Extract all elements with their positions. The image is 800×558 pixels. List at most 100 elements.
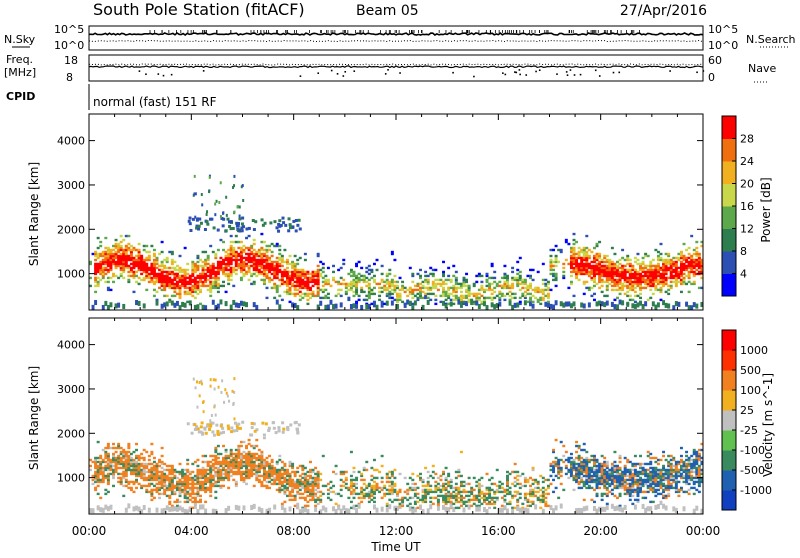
heatmap-cell <box>570 303 573 308</box>
heatmap-cell <box>378 287 381 289</box>
heatmap-cell <box>163 473 166 475</box>
heatmap-cell <box>583 303 586 308</box>
freq-outlier <box>539 69 541 71</box>
heatmap-cell <box>601 291 604 293</box>
heatmap-cell <box>176 481 179 483</box>
heatmap-cell <box>414 289 417 291</box>
heatmap-cell <box>232 267 235 269</box>
heatmap-cell <box>388 504 391 509</box>
heatmap-cell <box>560 301 563 306</box>
heatmap-cell <box>127 235 130 237</box>
heatmap-cell <box>194 504 197 509</box>
heatmap-cell <box>242 184 244 187</box>
heatmap-cell <box>621 249 624 251</box>
heatmap-cell <box>258 463 261 465</box>
heatmap-cell <box>125 485 128 487</box>
heatmap-cell <box>179 463 182 465</box>
heatmap-cell <box>626 255 629 257</box>
heatmap-cell <box>166 301 169 306</box>
heatmap-cell <box>150 245 153 247</box>
heatmap-cell <box>460 283 463 285</box>
heatmap-cell <box>493 277 496 279</box>
heatmap-cell <box>276 461 279 463</box>
heatmap-cell <box>269 221 272 224</box>
freq-outlier <box>163 75 165 77</box>
heatmap-cell <box>596 243 599 245</box>
heatmap-cell <box>217 277 220 279</box>
heatmap-cell <box>262 224 265 227</box>
heatmap-cell <box>457 487 460 489</box>
heatmap-cell <box>496 489 499 491</box>
heatmap-cell <box>468 477 471 479</box>
heatmap-cell <box>196 501 199 503</box>
heatmap-cell <box>565 473 568 475</box>
heatmap-cell <box>496 497 499 499</box>
heatmap-cell <box>516 302 519 307</box>
heatmap-cell <box>222 473 225 475</box>
heatmap-cell <box>156 273 159 275</box>
heatmap-cell <box>473 293 476 295</box>
heatmap-cell <box>340 283 343 285</box>
heatmap-cell <box>97 253 100 255</box>
heatmap-cell <box>511 495 514 497</box>
heatmap-cell <box>135 455 138 457</box>
heatmap-cell <box>470 487 473 489</box>
heatmap-cell <box>266 457 269 459</box>
heatmap-cell <box>168 251 171 253</box>
heatmap-cell <box>212 463 215 465</box>
heatmap-cell <box>161 508 164 513</box>
heatmap-cell <box>217 229 220 232</box>
heatmap-cell <box>291 271 294 273</box>
heatmap-cell <box>319 269 322 271</box>
heatmap-cell <box>634 295 637 297</box>
heatmap-cell <box>468 491 471 493</box>
heatmap-cell <box>296 263 299 265</box>
heatmap-cell <box>166 267 169 269</box>
heatmap-cell <box>480 285 483 287</box>
heatmap-cell <box>391 501 394 503</box>
heatmap-cell <box>163 469 166 471</box>
heatmap-cell <box>266 481 269 483</box>
heatmap-cell <box>445 279 448 281</box>
heatmap-cell <box>189 477 192 479</box>
heatmap-cell <box>672 281 675 283</box>
heatmap-cell <box>296 289 299 291</box>
heatmap-cell <box>447 279 450 281</box>
heatmap-cell <box>199 265 202 267</box>
heatmap-cell <box>196 465 199 467</box>
heatmap-cell <box>368 501 371 503</box>
heatmap-cell <box>373 275 376 277</box>
heatmap-cell <box>158 265 161 267</box>
heatmap-cell <box>588 263 591 265</box>
heatmap-cell <box>291 499 294 501</box>
heatmap-cell <box>289 271 292 273</box>
heatmap-cell <box>176 507 179 512</box>
heatmap-cell <box>232 285 235 287</box>
heatmap-cell <box>519 271 522 273</box>
heatmap-cell <box>565 239 568 241</box>
heatmap-cell <box>207 477 210 479</box>
heatmap-cell <box>304 507 307 512</box>
heatmap-cell <box>176 477 179 479</box>
heatmap-cell <box>117 477 120 479</box>
heatmap-cell <box>102 259 105 261</box>
heatmap-cell <box>532 467 535 469</box>
colorbar-tick-label: 16 <box>740 200 754 213</box>
heatmap-cell <box>493 271 496 273</box>
heatmap-cell <box>322 506 325 511</box>
heatmap-cell <box>115 457 118 459</box>
heatmap-cell <box>619 263 622 265</box>
heatmap-cell <box>314 477 317 479</box>
heatmap-cell <box>296 471 299 473</box>
heatmap-cell <box>355 304 358 309</box>
heatmap-cell <box>125 479 128 481</box>
heatmap-cell <box>158 465 161 467</box>
heatmap-cell <box>281 489 284 491</box>
heatmap-cell <box>260 253 263 255</box>
heatmap-cell <box>347 509 350 514</box>
heatmap-cell <box>291 463 294 465</box>
heatmap-cell <box>97 281 100 283</box>
heatmap-cell <box>232 259 235 261</box>
heatmap-cell <box>473 503 476 505</box>
heatmap-cell <box>519 497 522 499</box>
